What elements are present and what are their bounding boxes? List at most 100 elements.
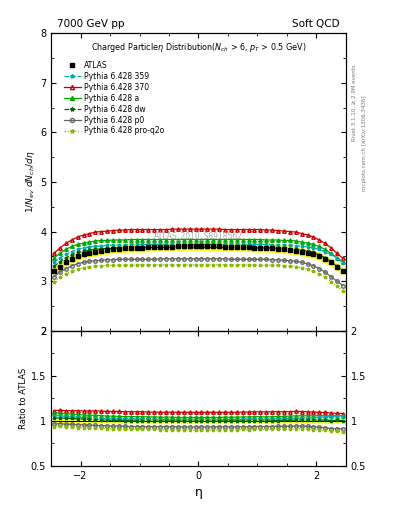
Pythia 6.428 pro-q2o xyxy=(111,262,116,268)
Pythia 6.428 p0 xyxy=(205,256,210,262)
Pythia 6.428 359 xyxy=(140,241,145,247)
ATLAS xyxy=(258,245,263,251)
ATLAS xyxy=(329,259,334,265)
Pythia 6.428 370 xyxy=(176,226,180,232)
ATLAS xyxy=(187,243,192,249)
Pythia 6.428 p0 xyxy=(176,256,180,262)
Pythia 6.428 p0 xyxy=(111,257,116,263)
ATLAS xyxy=(241,244,245,250)
Pythia 6.428 dw xyxy=(288,246,292,252)
Pythia 6.428 pro-q2o xyxy=(276,262,281,268)
Pythia 6.428 370 xyxy=(116,227,121,233)
Pythia 6.428 p0 xyxy=(69,263,74,269)
ATLAS xyxy=(305,250,310,256)
Pythia 6.428 dw xyxy=(317,252,322,258)
ATLAS xyxy=(163,244,168,250)
Pythia 6.428 a xyxy=(75,241,80,247)
Pythia 6.428 370 xyxy=(182,226,186,232)
Y-axis label: $1/N_{ev}$ $dN_{ch}/d\eta$: $1/N_{ev}$ $dN_{ch}/d\eta$ xyxy=(24,151,37,214)
Pythia 6.428 p0 xyxy=(222,256,227,262)
ATLAS xyxy=(69,257,74,263)
Line: ATLAS: ATLAS xyxy=(52,244,345,273)
Pythia 6.428 p0 xyxy=(211,256,216,262)
ATLAS xyxy=(246,244,251,250)
Pythia 6.428 359 xyxy=(252,241,257,247)
Pythia 6.428 p0 xyxy=(246,257,251,263)
ATLAS xyxy=(341,268,345,274)
Pythia 6.428 359 xyxy=(305,244,310,250)
Pythia 6.428 pro-q2o xyxy=(335,283,340,289)
Pythia 6.428 dw xyxy=(75,249,80,255)
Pythia 6.428 dw xyxy=(187,244,192,250)
Pythia 6.428 pro-q2o xyxy=(217,262,222,268)
Pythia 6.428 359 xyxy=(229,241,233,247)
Pythia 6.428 pro-q2o xyxy=(105,262,109,268)
Pythia 6.428 p0 xyxy=(163,256,168,262)
Pythia 6.428 dw xyxy=(293,246,298,252)
Pythia 6.428 a xyxy=(81,240,86,246)
Pythia 6.428 dw xyxy=(170,244,174,250)
Pythia 6.428 p0 xyxy=(93,258,97,264)
ATLAS xyxy=(252,245,257,251)
ATLAS xyxy=(335,264,340,270)
Pythia 6.428 p0 xyxy=(123,257,127,263)
Pythia 6.428 359 xyxy=(217,241,222,247)
Pythia 6.428 p0 xyxy=(305,261,310,267)
Text: Charged Particle$\eta$ Distribution($N_{ch}$ > 6, $p_T$ > 0.5 GeV): Charged Particle$\eta$ Distribution($N_{… xyxy=(91,41,306,54)
Pythia 6.428 370 xyxy=(93,229,97,235)
Pythia 6.428 pro-q2o xyxy=(163,262,168,268)
Pythia 6.428 370 xyxy=(276,227,281,233)
Pythia 6.428 p0 xyxy=(270,257,275,263)
Pythia 6.428 370 xyxy=(111,227,116,233)
Pythia 6.428 p0 xyxy=(299,259,304,265)
Pythia 6.428 pro-q2o xyxy=(75,266,80,272)
Pythia 6.428 pro-q2o xyxy=(311,268,316,274)
Pythia 6.428 359 xyxy=(163,241,168,247)
Pythia 6.428 p0 xyxy=(146,257,151,263)
Pythia 6.428 359 xyxy=(246,241,251,247)
Pythia 6.428 p0 xyxy=(276,257,281,263)
Line: Pythia 6.428 pro-q2o: Pythia 6.428 pro-q2o xyxy=(52,263,345,293)
Pythia 6.428 a xyxy=(111,237,116,243)
ATLAS xyxy=(211,243,216,249)
Pythia 6.428 p0 xyxy=(252,257,257,263)
Pythia 6.428 dw xyxy=(111,245,116,251)
Pythia 6.428 p0 xyxy=(87,258,92,264)
Pythia 6.428 pro-q2o xyxy=(234,262,239,268)
Pythia 6.428 dw xyxy=(264,245,269,251)
Pythia 6.428 370 xyxy=(229,226,233,232)
Pythia 6.428 dw xyxy=(205,244,210,250)
Pythia 6.428 p0 xyxy=(217,256,222,262)
Pythia 6.428 370 xyxy=(146,226,151,232)
X-axis label: η: η xyxy=(195,486,202,499)
Pythia 6.428 359 xyxy=(187,241,192,247)
Pythia 6.428 p0 xyxy=(311,263,316,269)
ATLAS xyxy=(140,245,145,251)
Pythia 6.428 359 xyxy=(211,241,216,247)
Pythia 6.428 dw xyxy=(69,252,74,258)
Pythia 6.428 370 xyxy=(299,230,304,237)
Pythia 6.428 a xyxy=(87,239,92,245)
Pythia 6.428 dw xyxy=(134,245,139,251)
Pythia 6.428 dw xyxy=(323,255,328,261)
Text: 7000 GeV pp: 7000 GeV pp xyxy=(57,19,125,29)
Pythia 6.428 pro-q2o xyxy=(241,262,245,268)
Pythia 6.428 a xyxy=(193,237,198,243)
Pythia 6.428 p0 xyxy=(170,256,174,262)
Pythia 6.428 dw xyxy=(105,245,109,251)
Pythia 6.428 p0 xyxy=(317,266,322,272)
Pythia 6.428 dw xyxy=(258,245,263,251)
Pythia 6.428 370 xyxy=(81,232,86,238)
Pythia 6.428 dw xyxy=(270,245,275,251)
Pythia 6.428 dw xyxy=(146,244,151,250)
Pythia 6.428 a xyxy=(317,243,322,249)
Pythia 6.428 370 xyxy=(341,255,345,262)
ATLAS xyxy=(205,243,210,249)
Pythia 6.428 dw xyxy=(305,248,310,254)
Pythia 6.428 p0 xyxy=(335,278,340,284)
Pythia 6.428 pro-q2o xyxy=(146,262,151,268)
Pythia 6.428 359 xyxy=(158,241,163,247)
Line: Pythia 6.428 359: Pythia 6.428 359 xyxy=(52,243,345,264)
Pythia 6.428 370 xyxy=(241,226,245,232)
Pythia 6.428 a xyxy=(252,237,257,243)
